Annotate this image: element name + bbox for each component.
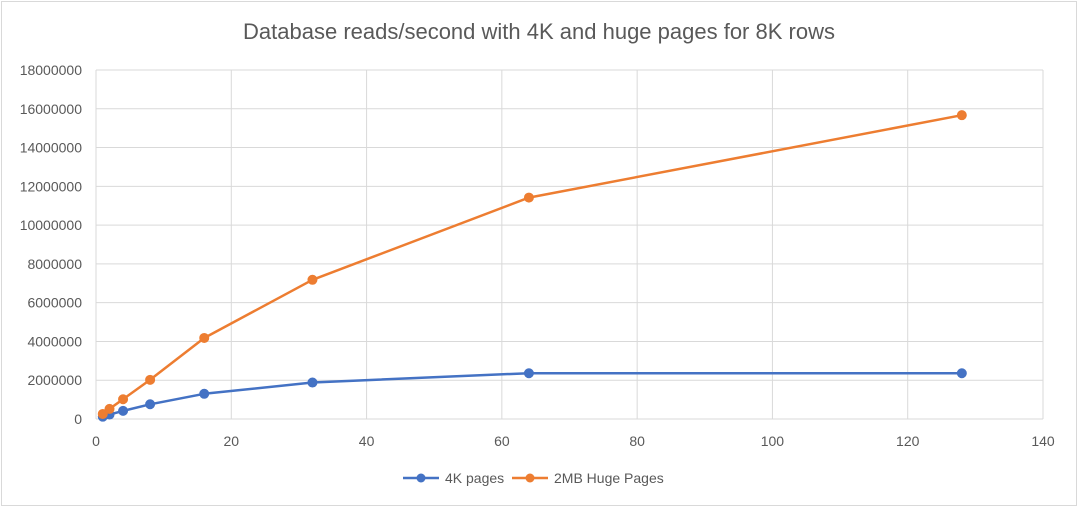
legend-marker bbox=[525, 473, 535, 483]
legend-label: 4K pages bbox=[445, 470, 504, 486]
x-tick-label: 40 bbox=[359, 433, 375, 449]
y-tick-label: 14000000 bbox=[20, 140, 83, 156]
data-point bbox=[307, 274, 318, 285]
x-tick-label: 60 bbox=[494, 433, 510, 449]
legend-item: 4K pages bbox=[403, 470, 504, 486]
data-point bbox=[145, 374, 156, 385]
legend-label: 2MB Huge Pages bbox=[554, 470, 664, 486]
data-point bbox=[104, 403, 115, 414]
y-tick-label: 12000000 bbox=[20, 178, 83, 194]
data-point bbox=[145, 399, 156, 410]
data-point bbox=[199, 388, 210, 399]
legend: 4K pages 2MB Huge Pages bbox=[403, 470, 664, 486]
y-tick-label: 6000000 bbox=[27, 295, 82, 311]
data-point bbox=[199, 332, 210, 343]
grid-lines bbox=[95, 69, 1044, 420]
y-tick-label: 18000000 bbox=[20, 62, 83, 78]
y-tick-label: 0 bbox=[74, 411, 82, 427]
x-tick-label: 80 bbox=[629, 433, 645, 449]
x-tick-label: 100 bbox=[761, 433, 785, 449]
y-tick-label: 10000000 bbox=[20, 217, 83, 233]
y-tick-label: 16000000 bbox=[20, 101, 83, 117]
data-point bbox=[118, 405, 129, 416]
legend-item: 2MB Huge Pages bbox=[512, 470, 664, 486]
x-tick-label: 140 bbox=[1031, 433, 1055, 449]
y-tick-label: 8000000 bbox=[27, 256, 82, 272]
data-point bbox=[956, 368, 967, 379]
y-tick-label: 2000000 bbox=[27, 372, 82, 388]
data-point bbox=[523, 368, 534, 379]
chart-title: Database reads/second with 4K and huge p… bbox=[243, 19, 835, 44]
series-4k-pages bbox=[97, 368, 967, 422]
data-point bbox=[97, 408, 108, 419]
x-tick-label: 0 bbox=[92, 433, 100, 449]
data-point bbox=[307, 377, 318, 388]
y-tick-label: 4000000 bbox=[27, 333, 82, 349]
axis-ticks: 0 2000000 4000000 6000000 8000000 10000000 120… bbox=[20, 62, 1055, 449]
series-layer bbox=[97, 110, 967, 422]
x-tick-label: 20 bbox=[223, 433, 239, 449]
legend-marker bbox=[416, 473, 426, 483]
series-2mb-huge-pages bbox=[97, 110, 967, 419]
data-point bbox=[956, 110, 967, 121]
data-point bbox=[523, 192, 534, 203]
x-tick-label: 120 bbox=[896, 433, 920, 449]
data-point bbox=[118, 394, 129, 405]
